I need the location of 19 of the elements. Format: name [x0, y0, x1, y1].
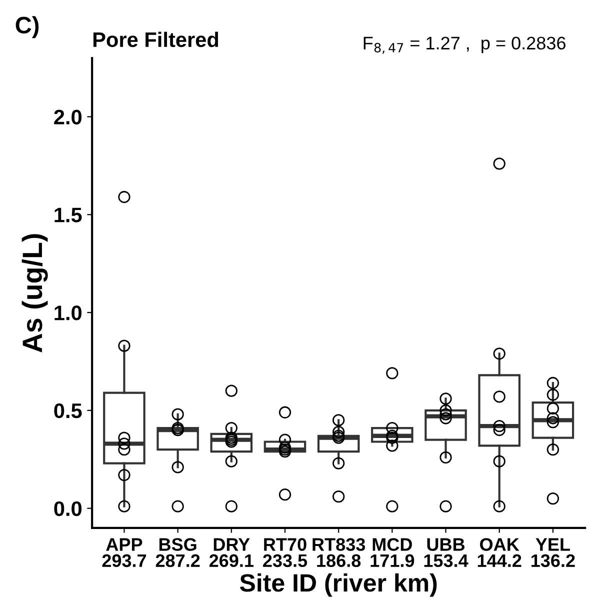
text: C): [16, 16, 39, 38]
y-tick-label: 0.0: [54, 501, 82, 516]
x-tick-label: APP 293.7: [102, 538, 146, 568]
x-tick-label: DRY 269.1: [209, 538, 254, 568]
y-tick-label: 1.0: [54, 306, 82, 320]
x-tick-label: OAK 144.2: [478, 538, 522, 567]
x-tick-label: UBB 153.4: [424, 538, 468, 568]
y-tick-label: 1.5: [54, 208, 82, 222]
x-tick-label: MCD 171.9: [370, 538, 414, 568]
x-tick-label: RT70 233.5: [263, 538, 308, 568]
x-axis-title: Site ID (river km): [240, 573, 437, 597]
x-tick-label: BSG 287.2: [156, 538, 200, 568]
y-tick-label: 2.0: [54, 110, 82, 124]
text: F$_{8,47}$ = 1.27 , p = 0.2836: [364, 36, 566, 54]
x-tick-label: RT833 186.8: [312, 538, 366, 568]
y-tick-label: 0.5: [54, 403, 82, 418]
chart-title: Pore Filtered: [93, 32, 218, 48]
y-axis-title: As (ug/L): [22, 234, 48, 352]
x-tick-label: YEL 136.2: [531, 538, 575, 568]
